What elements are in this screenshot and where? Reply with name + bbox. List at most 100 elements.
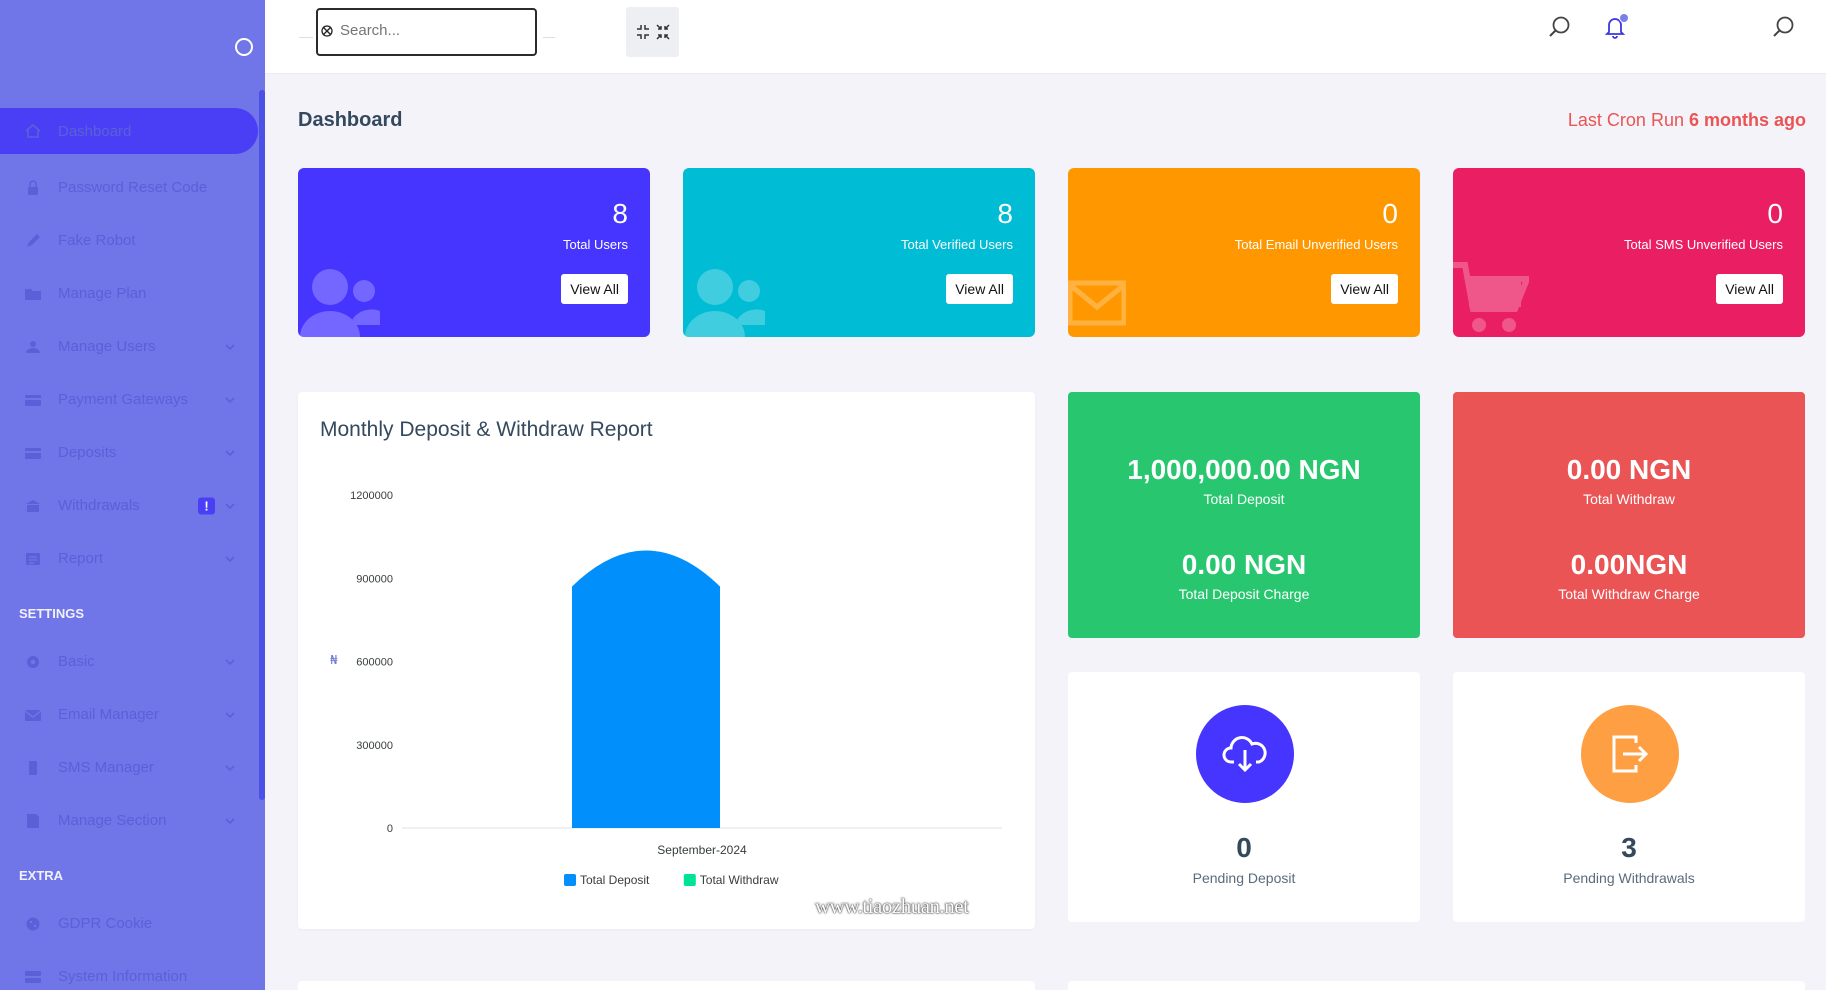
y-tick-label: 1200000 <box>350 490 393 502</box>
y-tick-label: 0 <box>387 823 393 835</box>
topbar <box>265 0 1826 74</box>
chevron-down-icon <box>225 502 235 509</box>
sidebar-item-label: Manage Section <box>58 812 167 829</box>
sidebar-item-manage-plan[interactable]: Manage Plan <box>0 267 258 320</box>
widget-total-sms-unverified-users: 0 Total SMS Unverified Users View All <box>1453 168 1805 337</box>
last-cron-run: Last Cron Run 6 months ago <box>1568 110 1806 131</box>
view-all-button[interactable]: View All <box>561 274 628 304</box>
stat-label: Total Verified Users <box>901 237 1013 252</box>
pending-deposit-label: Pending Deposit <box>1192 870 1296 886</box>
y-tick-label: 300000 <box>356 740 393 752</box>
fullscreen-button[interactable] <box>626 7 679 57</box>
sidebar-item-label: Report <box>58 550 104 567</box>
stat-label: Total Email Unverified Users <box>1234 237 1398 252</box>
sidebar-item-label: Manage Plan <box>58 285 147 302</box>
search-box[interactable] <box>316 8 537 56</box>
legend-label: Total Withdraw <box>700 873 779 887</box>
sidebar-item-withdrawals[interactable]: Withdrawals ! <box>0 479 258 532</box>
users-icon <box>300 269 380 337</box>
widget-total-withdraw: 0.00 NGN Total Withdraw 0.00NGN Total Wi… <box>1453 392 1805 638</box>
sidebar-item-report[interactable]: Report <box>0 532 258 585</box>
clear-search-icon[interactable] <box>320 24 334 38</box>
cron-label: Last Cron Run <box>1567 110 1684 130</box>
total-deposit-label: Total Deposit <box>1203 491 1285 507</box>
view-all-button[interactable]: View All <box>1716 274 1783 304</box>
mobile-icon <box>24 760 42 776</box>
sidebar-item-payment-gateways[interactable]: Payment Gateways <box>0 373 258 426</box>
envelope-icon <box>1068 280 1126 326</box>
sidebar-item-label: Deposits <box>58 444 117 461</box>
page-title: Dashboard <box>298 109 403 131</box>
deposit-withdraw-chart: 1200000 900000 600000 300000 0 ₦ September-202… <box>330 490 1002 887</box>
stat-value: 0 <box>1382 198 1398 229</box>
view-all-button[interactable]: View All <box>946 274 1013 304</box>
home-icon <box>24 123 42 139</box>
pending-withdrawals-label: Pending Withdrawals <box>1563 870 1695 886</box>
sidebar-item-fake-robot[interactable]: Fake Robot <box>0 214 258 267</box>
sidebar-item-dashboard[interactable]: Dashboard <box>0 108 258 154</box>
chevron-down-icon <box>225 764 235 771</box>
chevron-down-icon <box>225 817 235 824</box>
sidebar-item-deposits[interactable]: Deposits <box>0 426 258 479</box>
gear-icon <box>24 654 42 670</box>
sidebar-item-label: Password Reset Code <box>58 179 208 196</box>
chevron-down-icon <box>225 449 235 456</box>
withdraw-charge-label: Total Withdraw Charge <box>1558 586 1700 602</box>
deposit-charge-value: 0.00 NGN <box>1181 549 1307 580</box>
cookie-icon <box>24 916 42 932</box>
sidebar-item-label: GDPR Cookie <box>58 915 153 932</box>
credit-card-icon <box>24 445 42 461</box>
legend-marker <box>564 874 576 886</box>
alert-badge: ! <box>198 497 215 514</box>
sidebar-item-label: Payment Gateways <box>58 391 189 408</box>
sidebar-item-sms-manager[interactable]: SMS Manager <box>0 741 258 794</box>
sidebar-item-label: Fake Robot <box>58 232 136 249</box>
divider <box>543 37 555 38</box>
widget-total-deposit: 1,000,000.00 NGN Total Deposit 0.00 NGN … <box>1068 392 1420 638</box>
pen-icon <box>24 233 42 249</box>
sidebar-item-password-reset-code[interactable]: Password Reset Code <box>0 161 258 214</box>
sidebar-scrollbar[interactable] <box>259 90 265 800</box>
search-icon[interactable] <box>1547 14 1573 40</box>
x-tick-label: September-2024 <box>657 843 747 857</box>
total-deposit-value: 1,000,000.00 NGN <box>1127 454 1361 485</box>
legend-label: Total Deposit <box>580 873 650 887</box>
chart-title: Monthly Deposit & Withdraw Report <box>320 418 653 441</box>
sidebar-menu: Dashboard Password Reset Code Fake Robot… <box>0 108 258 990</box>
widget-pending-deposit[interactable]: 0 Pending Deposit <box>1068 672 1420 922</box>
currency-icon: ₦ <box>330 653 338 667</box>
stat-value: 8 <box>612 198 628 229</box>
widget-pending-withdrawals[interactable]: 3 Pending Withdrawals <box>1453 672 1805 922</box>
sidebar-item-manage-section[interactable]: Manage Section <box>0 794 258 847</box>
sidebar-item-label: System Information <box>58 968 188 985</box>
deposit-charge-label: Total Deposit Charge <box>1178 586 1310 602</box>
sidebar-toggle-icon[interactable] <box>235 38 253 56</box>
bell-icon[interactable] <box>1602 14 1628 40</box>
widget-total-email-unverified-users: 0 Total Email Unverified Users View All <box>1068 168 1420 337</box>
chevron-down-icon <box>225 396 235 403</box>
sidebar-item-basic[interactable]: Basic <box>0 635 258 688</box>
search-icon[interactable] <box>1771 14 1797 40</box>
folder-icon <box>24 286 42 302</box>
sidebar-item-label: Withdrawals <box>58 497 140 514</box>
stat-value: 0 <box>1767 198 1783 229</box>
sidebar-item-system-information[interactable]: System Information <box>0 950 258 990</box>
credit-card-icon <box>24 392 42 408</box>
watermark: www.tiaozhuan.net <box>815 894 969 918</box>
sidebar-item-label: Dashboard <box>58 122 132 140</box>
y-tick-label: 600000 <box>356 657 393 669</box>
view-all-button[interactable]: View All <box>1331 274 1398 304</box>
chevron-down-icon <box>225 555 235 562</box>
chevron-down-icon <box>225 711 235 718</box>
cron-value: 6 months ago <box>1688 110 1806 130</box>
sidebar-item-email-manager[interactable]: Email Manager <box>0 688 258 741</box>
total-withdraw-label: Total Withdraw <box>1583 491 1675 507</box>
sidebar-item-label: Basic <box>58 653 95 670</box>
legend-marker <box>683 874 696 886</box>
sidebar-item-manage-users[interactable]: Manage Users <box>0 320 258 373</box>
search-input[interactable] <box>340 22 530 39</box>
bar-total-deposit <box>572 550 720 828</box>
withdraw-charge-value: 0.00NGN <box>1570 549 1688 580</box>
sidebar-item-gdpr-cookie[interactable]: GDPR Cookie <box>0 897 258 950</box>
extra-heading: EXTRA <box>19 868 64 883</box>
